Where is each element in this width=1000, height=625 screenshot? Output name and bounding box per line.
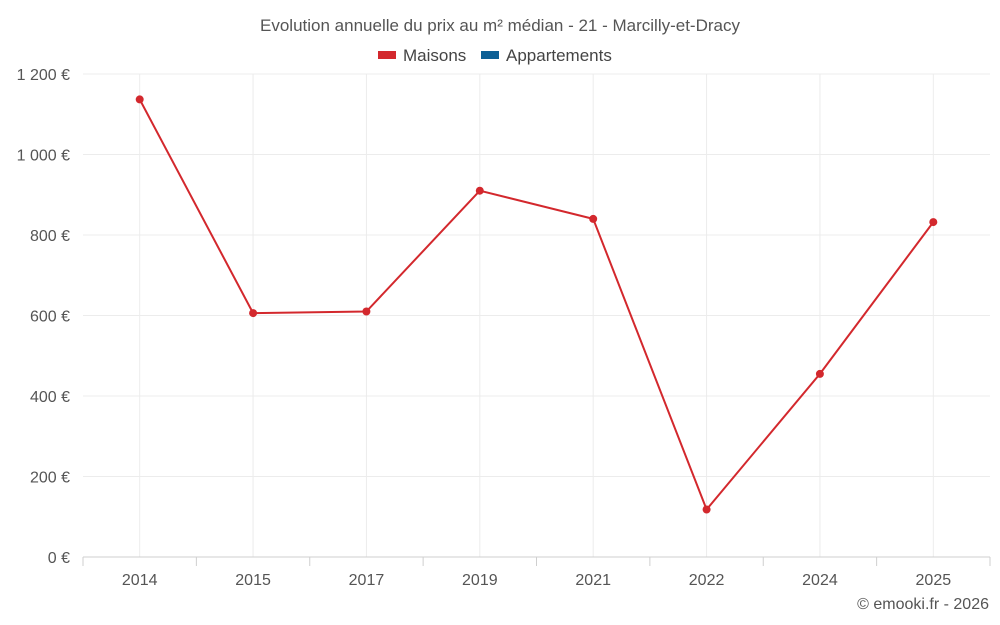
legend-label-maisons: Maisons xyxy=(403,46,466,65)
x-tick-label: 2019 xyxy=(462,572,498,589)
y-tick-label: 600 € xyxy=(30,309,70,326)
data-point-maisons-2021[interactable] xyxy=(589,214,598,223)
data-point-maisons-2025[interactable] xyxy=(929,218,938,227)
data-point-maisons-2017[interactable] xyxy=(362,307,371,316)
data-point-maisons-2015[interactable] xyxy=(249,309,258,318)
series-layer xyxy=(135,95,938,514)
data-point-maisons-2019[interactable] xyxy=(475,186,484,195)
credit-text: © emooki.fr - 2026 xyxy=(857,596,989,613)
legend-swatch-appartements xyxy=(481,51,499,59)
legend-label-appartements: Appartements xyxy=(506,46,612,65)
y-axis: 0 € 200 € 400 € 600 € 800 € 1 000 € 1 200 € xyxy=(17,67,70,567)
x-tick-label: 2024 xyxy=(802,572,838,589)
grid xyxy=(83,73,990,557)
data-point-maisons-2014[interactable] xyxy=(135,95,144,104)
legend-item-maisons[interactable]: Maisons xyxy=(378,46,466,65)
x-tick-label: 2021 xyxy=(575,572,611,589)
y-tick-label: 0 € xyxy=(48,550,70,567)
legend-item-appartements[interactable]: Appartements xyxy=(481,46,612,65)
y-tick-label: 1 000 € xyxy=(17,148,70,165)
legend: Maisons Appartements xyxy=(378,46,612,65)
y-tick-label: 200 € xyxy=(30,470,70,487)
x-tick-label: 2022 xyxy=(689,572,725,589)
x-tick-label: 2015 xyxy=(235,572,271,589)
x-tick-label: 2017 xyxy=(349,572,385,589)
y-tick-label: 800 € xyxy=(30,228,70,245)
data-point-maisons-2022[interactable] xyxy=(702,505,711,514)
legend-swatch-maisons xyxy=(378,51,396,59)
x-tick-label: 2014 xyxy=(122,572,158,589)
x-tick-label: 2025 xyxy=(916,572,952,589)
chart-title: Evolution annuelle du prix au m² médian … xyxy=(260,16,740,35)
data-point-maisons-2024[interactable] xyxy=(815,369,824,378)
y-tick-label: 1 200 € xyxy=(17,67,70,84)
y-tick-label: 400 € xyxy=(30,389,70,406)
x-axis: 2014 2015 2017 2019 2021 2022 2024 2025 xyxy=(82,556,991,589)
series-line-maisons xyxy=(138,98,935,511)
